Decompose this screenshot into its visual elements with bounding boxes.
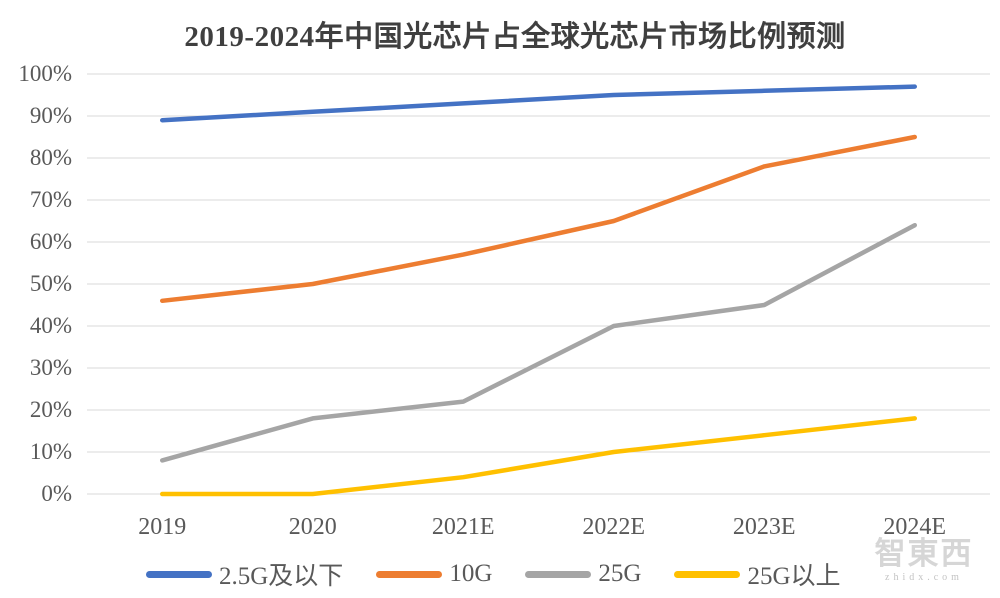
y-axis-tick-label: 40% [29, 313, 72, 338]
y-axis-tick-label: 10% [29, 439, 72, 464]
x-axis-tick-label: 2023E [732, 514, 796, 540]
y-axis-tick-label: 60% [29, 229, 72, 254]
y-axis-tick-label: 20% [29, 397, 72, 422]
legend-marker-icon [525, 570, 592, 578]
series-line-0 [160, 84, 917, 123]
legend-marker-icon [674, 570, 741, 578]
legend-label-1: 10G [449, 560, 493, 587]
legend-label-2: 25G [598, 560, 642, 587]
legend-item-2: 25G [525, 560, 641, 588]
legend-item-0: 2.5G及以下 [146, 556, 343, 592]
legend: 2.5G及以下 10G 25G 25G以上 [146, 556, 841, 592]
y-axis-tick-label: 50% [29, 271, 72, 296]
legend-label-0: 2.5G及以下 [219, 563, 344, 590]
x-axis-tick-label: 2020 [288, 514, 337, 540]
legend-label-3: 25G以上 [747, 563, 841, 590]
x-axis-tick-label: 2022E [582, 514, 646, 540]
legend-marker-icon [146, 570, 212, 578]
y-axis-tick-label: 70% [29, 187, 72, 212]
y-axis-tick-label: 80% [29, 145, 72, 170]
series-line-1 [160, 134, 917, 304]
y-axis-tick-label: 100% [18, 61, 72, 86]
y-axis-tick-label: 90% [29, 103, 72, 128]
series-line-2 [160, 222, 917, 463]
legend-item-1: 10G [376, 560, 492, 588]
chart-title: 2019-2024年中国光芯片占全球光芯片市场比例预测 [184, 21, 846, 53]
legend-item-3: 25G以上 [674, 556, 841, 592]
x-axis-tick-label: 2019 [138, 514, 187, 540]
legend-marker-icon [376, 570, 443, 578]
x-axis-tick-label: 2021E [431, 514, 495, 540]
y-axis-tick-label: 30% [29, 355, 72, 380]
x-axis-tick-label: 2024E [883, 514, 947, 540]
y-axis-tick-label: 0% [41, 481, 72, 506]
series-line-3 [160, 416, 917, 497]
